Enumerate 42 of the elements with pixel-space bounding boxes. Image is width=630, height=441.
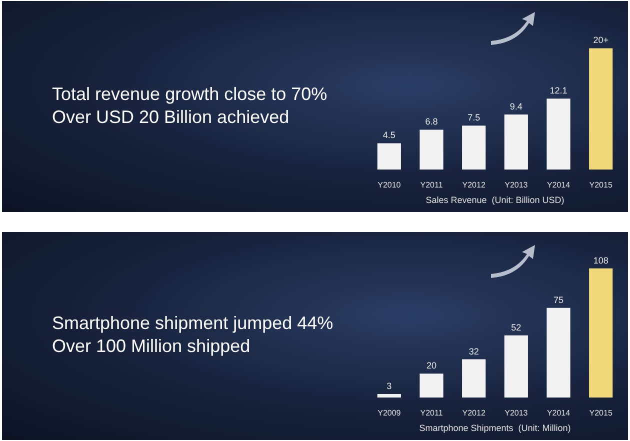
text: Total revenue growth close to 70% bbox=[52, 82, 328, 106]
text: Smartphone shipment jumped 44% bbox=[52, 312, 334, 335]
data-label: 6.8 bbox=[425, 116, 438, 127]
bar bbox=[546, 98, 570, 170]
data-label: 3 bbox=[386, 380, 392, 391]
x-tick-label: Y2014 bbox=[546, 408, 571, 418]
text: Over USD 20 Billion achieved bbox=[52, 106, 290, 128]
text: Over 100 Million shipped bbox=[52, 335, 252, 358]
x-tick-label: Y2009 bbox=[378, 408, 402, 418]
data-label: 52 bbox=[511, 322, 522, 332]
data-label: 108 bbox=[593, 255, 608, 266]
x-tick-label: Y2011 bbox=[420, 408, 444, 418]
bar bbox=[589, 268, 613, 398]
x-tick-label: Y2013 bbox=[504, 408, 528, 418]
bar bbox=[420, 374, 444, 398]
bar bbox=[377, 394, 401, 398]
bar bbox=[589, 48, 613, 170]
x-tick-label: Y2014 bbox=[546, 180, 571, 190]
data-label: 20 bbox=[426, 360, 437, 371]
data-label: 7.5 bbox=[468, 112, 480, 123]
bar bbox=[462, 359, 486, 398]
bar bbox=[377, 143, 401, 170]
x-tick-label: Y2013 bbox=[504, 180, 528, 190]
x-tick-label: Y2012 bbox=[462, 408, 486, 418]
x-tick-label: Y2010 bbox=[378, 180, 402, 190]
x-tick-label: Y2015 bbox=[589, 408, 613, 418]
bar bbox=[504, 114, 528, 170]
bar bbox=[504, 335, 528, 398]
x-axis-title: Sales Revenue (Unit: Billion USD) bbox=[426, 195, 564, 206]
x-tick-label: Y2011 bbox=[420, 180, 444, 190]
data-label: 75 bbox=[553, 294, 564, 305]
data-label: 20+ bbox=[593, 35, 608, 46]
bar bbox=[420, 130, 444, 170]
data-label: 9.4 bbox=[510, 101, 522, 112]
x-tick-label: Y2015 bbox=[589, 180, 613, 190]
data-label: 12.1 bbox=[550, 86, 568, 96]
data-label: 4.5 bbox=[382, 130, 396, 140]
x-axis-title: Smartphone Shipments (Unit: Million) bbox=[419, 423, 571, 434]
bar bbox=[546, 308, 570, 398]
data-label: 32 bbox=[468, 346, 479, 356]
x-tick-label: Y2012 bbox=[462, 180, 486, 190]
bar bbox=[462, 126, 486, 170]
